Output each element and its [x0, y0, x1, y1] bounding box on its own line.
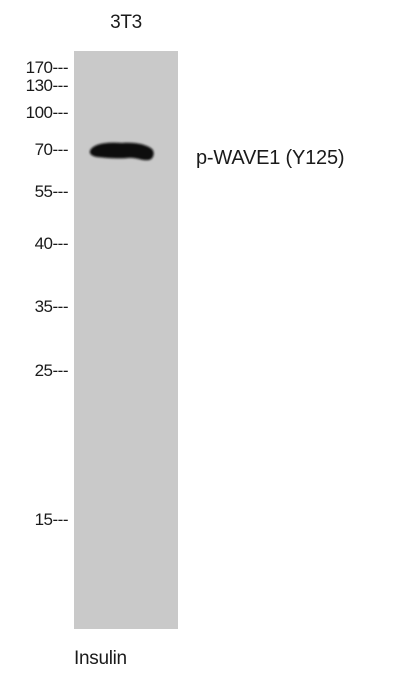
band-label: p-WAVE1 (Y125) — [196, 147, 345, 169]
marker-170: 170--- — [25, 58, 69, 77]
protein-band — [89, 142, 154, 161]
blot-lane — [74, 51, 178, 629]
marker-35: 35--- — [34, 297, 69, 316]
marker-55: 55--- — [34, 182, 69, 201]
marker-70: 70--- — [34, 140, 69, 159]
marker-25: 25--- — [34, 361, 69, 380]
lane-label-3t3: 3T3 — [110, 12, 142, 33]
marker-100: 100--- — [25, 103, 69, 122]
treatment-label: Insulin — [74, 648, 127, 669]
marker-15: 15--- — [34, 510, 69, 529]
marker-130: 130--- — [25, 76, 69, 95]
marker-40: 40--- — [34, 234, 69, 253]
